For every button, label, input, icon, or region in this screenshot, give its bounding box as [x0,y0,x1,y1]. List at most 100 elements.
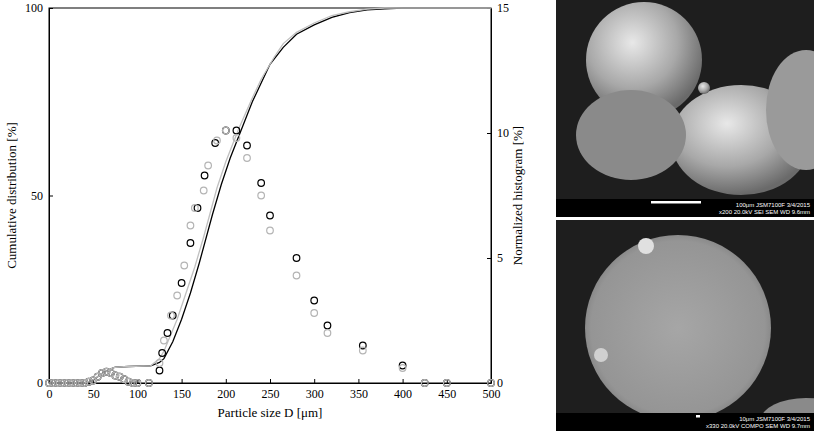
tick: 10 [487,126,509,140]
tick-label: 5 [497,251,503,265]
tick: 0 [487,376,503,390]
tick-label: 50 [88,387,100,401]
histogram-point [244,155,251,162]
tick-label: 200 [217,387,235,401]
image-info: 10μm JSM7100F 3/4/2015 [739,416,810,422]
histogram-point [360,347,367,354]
info-bar [556,413,814,431]
histogram-point [444,380,451,387]
histogram-point [134,380,141,387]
tick-label: 400 [394,387,412,401]
histogram-point [311,310,318,317]
histogram-point [421,380,428,387]
histogram-point [99,370,106,377]
histogram-point [488,380,495,387]
histogram-point [324,322,331,329]
x-axis-title: Particle size D [μm] [218,405,323,420]
tick-label: 100 [129,387,147,401]
histogram-point [311,297,318,304]
particle [638,238,654,254]
tick-label: 0 [37,376,43,390]
histogram-point [214,137,221,144]
tick-label: 0 [497,376,503,390]
tick-label: 300 [306,387,324,401]
histogram-point [174,292,181,299]
tick-mark [226,379,227,383]
info-bar [556,199,814,217]
figure: 0501001502002503003504004505000501000510… [0,0,814,431]
tick-label: 10 [497,126,509,140]
histogram-points [46,127,495,386]
y-axis: 0 50 100 [25,1,53,390]
axis-line [50,383,492,384]
tick: 400 [394,379,412,401]
tick-mark [49,196,53,197]
tick: 150 [173,379,191,401]
tick-mark [403,379,404,383]
sem-image: 10μm JSM7100F 3/4/2015x330 20.0kV COMPO … [556,220,814,431]
histogram-point [159,350,166,357]
image-info: x330 20.0kV COMPO SEM WD 9.7mm [706,423,810,429]
histogram-point [103,368,110,375]
histogram-point [399,365,406,372]
histogram-point [267,227,274,234]
histogram-point [233,135,240,142]
tick-label: 350 [350,387,368,401]
plot-area [46,8,495,386]
histogram-point [103,368,110,375]
tick: 50 [88,379,100,401]
particle [698,82,710,94]
histogram-point [258,192,265,199]
tick-mark [49,8,53,9]
image-info: x200 20.0kV SEI SEM WD 9.6mm [719,209,810,215]
tick-label: 0 [47,387,53,401]
tick-label: 50 [31,189,43,203]
histogram-point [258,180,265,187]
cumulative-line [49,8,491,383]
tick-label: 15 [497,1,509,15]
histogram-point [156,367,163,374]
tick: 450 [438,379,456,401]
histogram-point [164,330,171,337]
particle [576,90,686,180]
histogram-point [293,272,300,279]
histogram-point [168,312,175,319]
histogram-point [156,360,163,367]
y2-axis-title: Normalized histogram [%] [510,126,525,265]
histogram-point [267,212,274,219]
particle [761,398,814,413]
particle [585,235,771,413]
sem-image: 100μm JSM7100F 3/4/2015x200 20.0kV SEI S… [556,0,814,217]
plot-frame [49,8,491,383]
histogram-point [161,337,168,344]
histogram-point [81,380,88,387]
y2-axis: 0 5 10 15 [487,1,509,390]
histogram-point [488,380,495,387]
histogram-point [233,127,240,134]
tick-mark [314,379,315,383]
particle [766,50,814,170]
tick: 250 [262,379,280,401]
histogram-points [46,127,495,386]
axis-line [491,9,492,384]
histogram-point [90,377,97,384]
tick: 350 [350,379,368,401]
scale-bar [696,415,700,418]
cumulative-line [49,8,491,383]
image-background [556,220,814,431]
particle [594,348,608,362]
histogram-point [85,378,92,385]
tick-mark [270,379,271,383]
histogram-point [205,162,212,169]
tick-mark [487,133,491,134]
histogram-point [187,222,194,229]
histogram-point [94,373,101,380]
scale-bar [651,201,701,204]
histogram-point [181,262,188,269]
histogram-point [81,380,88,387]
tick-label: 100 [25,1,43,15]
histogram-point [223,127,230,134]
histogram-point [244,142,251,149]
image-info: 100μm JSM7100F 3/4/2015 [736,202,811,208]
histogram-point [99,370,106,377]
